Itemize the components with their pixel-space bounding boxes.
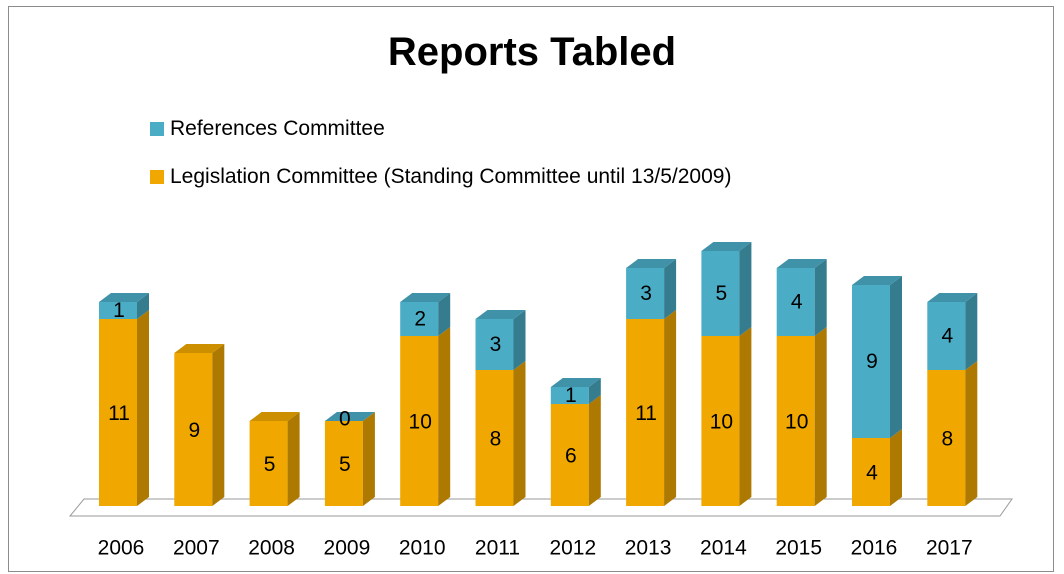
- bar-references-2017-top: [927, 293, 978, 302]
- data-label-legislation-2012: 6: [565, 445, 577, 468]
- legend-item-legislation: Legislation Committee (Standing Committe…: [150, 165, 731, 189]
- bar-references-2013-top: [626, 259, 677, 268]
- data-label-references-2006: 1: [113, 299, 125, 322]
- bar-legislation-2017-side: [965, 361, 978, 506]
- bar-legislation-2010-front: [400, 336, 439, 506]
- bar-references-2011-top: [475, 310, 526, 319]
- bar-references-2016-side: [890, 276, 902, 438]
- x-tick-label-2015: 2015: [775, 537, 822, 560]
- x-tick-label-2006: 2006: [98, 537, 145, 560]
- bar-legislation-2012-side: [588, 395, 601, 506]
- bar-legislation-2008-front: [249, 421, 288, 506]
- bar-legislation-2009-side: [362, 412, 375, 506]
- bar-legislation-2015-front: [776, 336, 815, 506]
- x-tick-label-2011: 2011: [475, 537, 520, 560]
- bar-references-2012-front: [550, 387, 589, 404]
- legend-swatch-references: [150, 122, 164, 136]
- bar-references-2010-side: [438, 293, 451, 336]
- bar-legislation-2006-side: [137, 310, 149, 506]
- x-tick-label-2014: 2014: [700, 537, 747, 560]
- bar-legislation-2008-side: [287, 412, 300, 506]
- bar-legislation-2011-side: [513, 361, 526, 506]
- data-label-legislation-2007: 9: [188, 419, 200, 442]
- bar-legislation-2006-front: [99, 319, 137, 506]
- legend-label-legislation: Legislation Committee (Standing Committe…: [170, 165, 732, 188]
- data-label-references-2015: 4: [791, 291, 803, 314]
- x-tick-label-2017: 2017: [926, 537, 973, 560]
- data-label-references-2014: 5: [716, 282, 728, 305]
- legend-item-references: References Committee: [150, 117, 385, 141]
- bar-references-2011-front: [475, 319, 514, 370]
- x-tick-label-2007: 2007: [173, 537, 220, 560]
- bar-legislation-2011-front: [475, 370, 514, 506]
- bar-legislation-2016-front: [852, 438, 890, 506]
- bar-references-2015-top: [776, 259, 827, 268]
- bar-references-2011-side: [513, 310, 526, 370]
- x-tick-label-2008: 2008: [248, 537, 295, 560]
- bar-legislation-2010-side: [438, 327, 451, 506]
- bar-references-2014-top: [701, 242, 752, 251]
- bar-references-2013-front: [626, 268, 665, 319]
- bar-references-2014-front: [701, 251, 740, 336]
- x-tick-label-2013: 2013: [625, 537, 672, 560]
- bar-legislation-2013-side: [664, 310, 677, 506]
- bar-references-2009-top: [324, 412, 375, 421]
- bar-legislation-2008-top: [249, 412, 300, 421]
- bar-references-2017-side: [965, 293, 978, 370]
- data-label-legislation-2017: 8: [941, 428, 953, 451]
- data-label-references-2011: 3: [490, 333, 502, 356]
- bar-references-2016-top: [852, 276, 902, 285]
- data-label-legislation-2013: 11: [635, 402, 657, 425]
- data-label-legislation-2008: 5: [264, 453, 276, 476]
- bar-references-2006-side: [137, 293, 149, 319]
- data-label-references-2013: 3: [640, 282, 652, 305]
- x-tick-label-2012: 2012: [549, 537, 596, 560]
- bar-references-2012-side: [588, 378, 601, 404]
- bar-legislation-2007-top: [174, 344, 225, 353]
- bar-references-2017-front: [927, 302, 966, 370]
- x-tick-label-2010: 2010: [399, 537, 446, 560]
- bar-legislation-2007-front: [174, 353, 213, 506]
- chart-floor: [68, 498, 1013, 517]
- bar-legislation-2014-side: [739, 327, 752, 506]
- x-tick-label-2016: 2016: [851, 537, 898, 560]
- data-label-legislation-2011: 8: [490, 428, 502, 451]
- data-label-legislation-2016: 4: [866, 462, 878, 485]
- data-label-legislation-2009: 5: [339, 453, 351, 476]
- bar-references-2014-side: [739, 242, 752, 336]
- bar-references-2015-side: [814, 259, 827, 336]
- data-label-references-2016: 9: [866, 350, 878, 373]
- bar-references-2006-front: [99, 302, 137, 319]
- data-label-legislation-2014: 10: [710, 411, 733, 434]
- data-label-references-2009: 0: [339, 408, 351, 431]
- data-label-legislation-2010: 10: [409, 411, 432, 434]
- legend-label-references: References Committee: [170, 117, 385, 140]
- bar-legislation-2015-side: [814, 327, 827, 506]
- bar-legislation-2017-front: [927, 370, 966, 506]
- bar-references-2013-side: [664, 259, 677, 319]
- bar-legislation-2016-side: [890, 429, 902, 506]
- bar-legislation-2007-side: [212, 344, 225, 506]
- bar-references-2006-top: [99, 293, 149, 302]
- bar-legislation-2013-front: [626, 319, 665, 506]
- data-label-references-2017: 4: [941, 325, 953, 348]
- data-label-legislation-2006: 11: [108, 402, 130, 425]
- bar-references-2010-front: [400, 302, 439, 336]
- bar-legislation-2012-front: [550, 404, 589, 506]
- bar-references-2010-top: [400, 293, 451, 302]
- bar-legislation-2014-front: [701, 336, 740, 506]
- chart-title: Reports Tabled: [387, 30, 677, 74]
- bar-references-2016-front: [852, 285, 890, 438]
- bar-legislation-2009-front: [324, 421, 363, 506]
- data-label-references-2010: 2: [414, 308, 426, 331]
- data-label-references-2012: 1: [565, 384, 577, 407]
- data-label-legislation-2015: 10: [785, 411, 808, 434]
- x-tick-label-2009: 2009: [324, 537, 371, 560]
- bar-references-2015-front: [776, 268, 815, 336]
- bar-references-2012-top: [550, 378, 601, 387]
- legend-swatch-legislation: [150, 170, 164, 184]
